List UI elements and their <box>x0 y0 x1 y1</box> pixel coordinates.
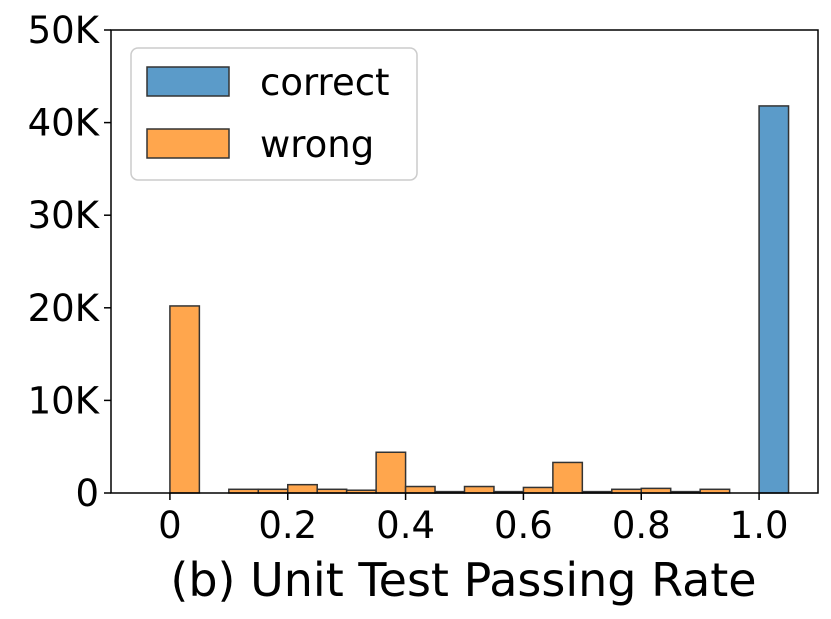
bar-correct-0 <box>758 105 790 494</box>
bar-wrong-12 <box>552 461 584 494</box>
bar-wrong-7 <box>404 485 436 494</box>
legend-label-correct: correct <box>260 61 390 104</box>
bar-wrong-3 <box>287 483 318 494</box>
y-axis: 0 10K 20K 30K 40K 50K <box>28 9 111 515</box>
y-tick-label: 30K <box>28 194 101 237</box>
bar-wrong-0 <box>169 305 201 494</box>
x-axis-label: (b) Unit Test Passing Rate <box>170 553 756 607</box>
legend-swatch-wrong <box>146 128 230 159</box>
x-tick-label: 0.4 <box>376 504 435 547</box>
x-axis: 0 0.2 0.4 0.6 0.8 1.0 <box>158 493 789 547</box>
y-tick-label: 0 <box>75 472 99 515</box>
bar-wrong-11 <box>522 486 554 494</box>
y-tick-label: 20K <box>28 287 101 330</box>
y-tick-label: 10K <box>28 379 101 422</box>
legend-swatch-correct <box>146 66 230 97</box>
y-tick-label: 40K <box>28 102 101 145</box>
x-tick-label: 0.6 <box>494 504 553 547</box>
legend: correct wrong <box>130 47 418 181</box>
x-tick-label: 0.2 <box>258 504 317 547</box>
legend-label-wrong: wrong <box>260 123 374 166</box>
x-tick-label: 0.8 <box>612 504 671 547</box>
y-tick-label: 50K <box>28 9 101 52</box>
plot-frame <box>110 29 819 494</box>
x-tick-label: 1.0 <box>730 504 789 547</box>
bar-wrong-9 <box>463 485 495 494</box>
x-tick-label: 0 <box>158 504 182 547</box>
bar-wrong-6 <box>375 451 407 494</box>
